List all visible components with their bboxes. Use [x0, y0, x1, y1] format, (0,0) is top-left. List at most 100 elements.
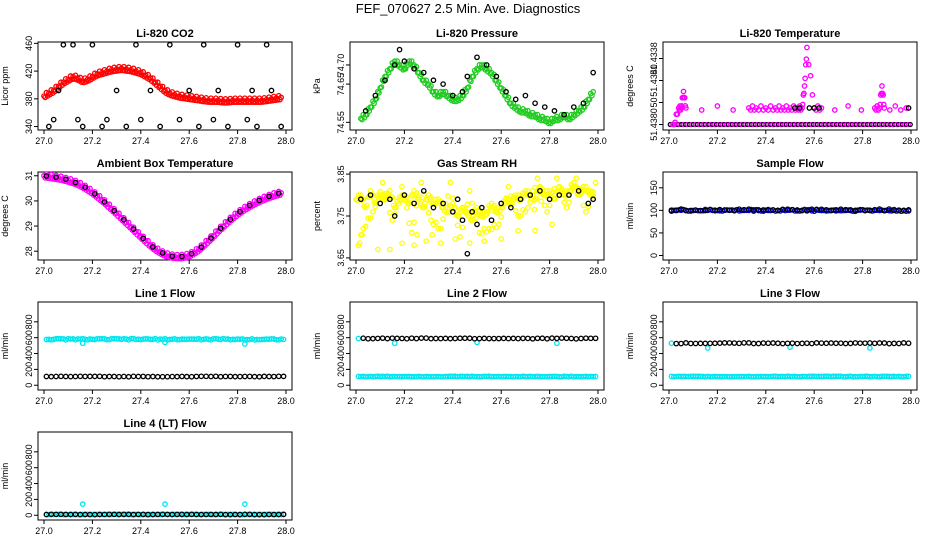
data-point	[367, 192, 374, 198]
data-point	[356, 240, 363, 246]
x-tick-label: 28.0	[902, 396, 920, 406]
data-point	[428, 335, 434, 342]
x-tick-label: 27.2	[709, 136, 727, 146]
data-point	[232, 373, 239, 380]
data-point	[104, 116, 110, 123]
data-point	[554, 340, 560, 347]
x-tick-label: 27.4	[444, 136, 462, 146]
data-point	[393, 204, 399, 211]
data-point	[454, 222, 461, 229]
data-point	[471, 335, 478, 342]
data-point	[53, 174, 59, 181]
data-point	[433, 219, 439, 226]
y-tick-label: 800	[24, 314, 34, 329]
data-point	[147, 87, 154, 94]
data-point	[828, 340, 834, 346]
data-point	[799, 340, 805, 347]
data-point	[730, 107, 736, 113]
data-point	[682, 103, 689, 109]
data-point	[246, 202, 253, 209]
data-point	[787, 344, 793, 351]
data-point	[680, 88, 687, 95]
data-point	[418, 335, 425, 341]
data-point	[423, 238, 430, 244]
data-point	[399, 183, 405, 190]
x-tick-label: 27.2	[396, 136, 414, 146]
data-point	[135, 373, 142, 380]
data-point	[488, 226, 495, 233]
data-point	[549, 335, 555, 341]
data-point	[208, 373, 214, 380]
data-point	[452, 204, 459, 211]
data-point	[466, 77, 473, 84]
data-point	[897, 107, 904, 113]
data-point	[391, 213, 398, 219]
data-point	[462, 335, 468, 342]
data-point	[217, 225, 224, 232]
y-tick-label: 800	[336, 314, 346, 329]
data-point	[429, 231, 436, 238]
data-point	[372, 203, 379, 210]
y-tick-label: 0	[24, 513, 34, 518]
data-point	[162, 501, 168, 507]
chart-sample: Sample Flow 27.0 27.2 27.4 27.6 27.8 28.0 0 50 10…	[625, 158, 920, 276]
x-tick-label: 27.2	[84, 136, 102, 146]
data-point	[440, 216, 446, 222]
data-point	[150, 241, 156, 248]
y-tick-label: 200	[24, 362, 34, 377]
chart-line1: Line 1 Flow 27.0 27.2 27.4 27.6 27.8 28.0 0 2004…	[0, 288, 295, 406]
data-point	[746, 340, 752, 346]
data-point	[583, 335, 589, 342]
data-point	[886, 206, 893, 212]
data-point	[391, 62, 398, 68]
data-point	[396, 46, 403, 53]
data-point	[217, 373, 224, 380]
data-point	[457, 335, 463, 342]
data-point	[580, 202, 587, 209]
data-point	[183, 373, 190, 380]
x-tick-label: 27.6	[180, 266, 198, 276]
data-point	[806, 105, 813, 111]
data-point	[794, 340, 801, 347]
x-tick-label: 27.6	[180, 136, 198, 146]
data-point	[544, 335, 551, 342]
data-point	[77, 373, 84, 380]
data-point	[154, 79, 161, 86]
data-point	[203, 237, 209, 244]
x-tick-label: 27.8	[541, 136, 559, 146]
data-point	[474, 54, 480, 61]
data-point	[272, 193, 278, 200]
data-point	[377, 200, 384, 207]
data-point	[583, 183, 589, 190]
data-point	[802, 75, 808, 82]
data-point	[447, 92, 454, 99]
data-point	[801, 90, 807, 97]
data-point	[818, 340, 825, 346]
data-point	[127, 68, 133, 75]
data-point	[823, 340, 830, 347]
data-point	[159, 250, 166, 256]
data-point	[222, 373, 229, 380]
data-point	[113, 87, 120, 94]
series-main	[43, 335, 287, 347]
data-point	[568, 335, 575, 342]
data-point	[242, 501, 248, 507]
data-point	[72, 373, 79, 380]
data-point	[433, 196, 439, 203]
y-tick-label: 74.55	[336, 111, 346, 134]
chart-title: Gas Stream RH	[437, 158, 517, 170]
chart-title: Line 4 (LT) Flow	[124, 418, 207, 430]
data-point	[48, 336, 55, 343]
data-point	[789, 340, 796, 347]
data-point	[135, 229, 142, 235]
data-point	[477, 65, 484, 71]
data-point	[440, 81, 446, 87]
data-point	[401, 192, 408, 198]
data-point	[905, 105, 912, 111]
data-point	[362, 223, 369, 230]
x-tick-label: 27.2	[84, 266, 102, 276]
data-point	[495, 335, 502, 342]
data-point	[251, 373, 258, 380]
data-point	[554, 335, 560, 342]
data-point	[505, 183, 512, 190]
